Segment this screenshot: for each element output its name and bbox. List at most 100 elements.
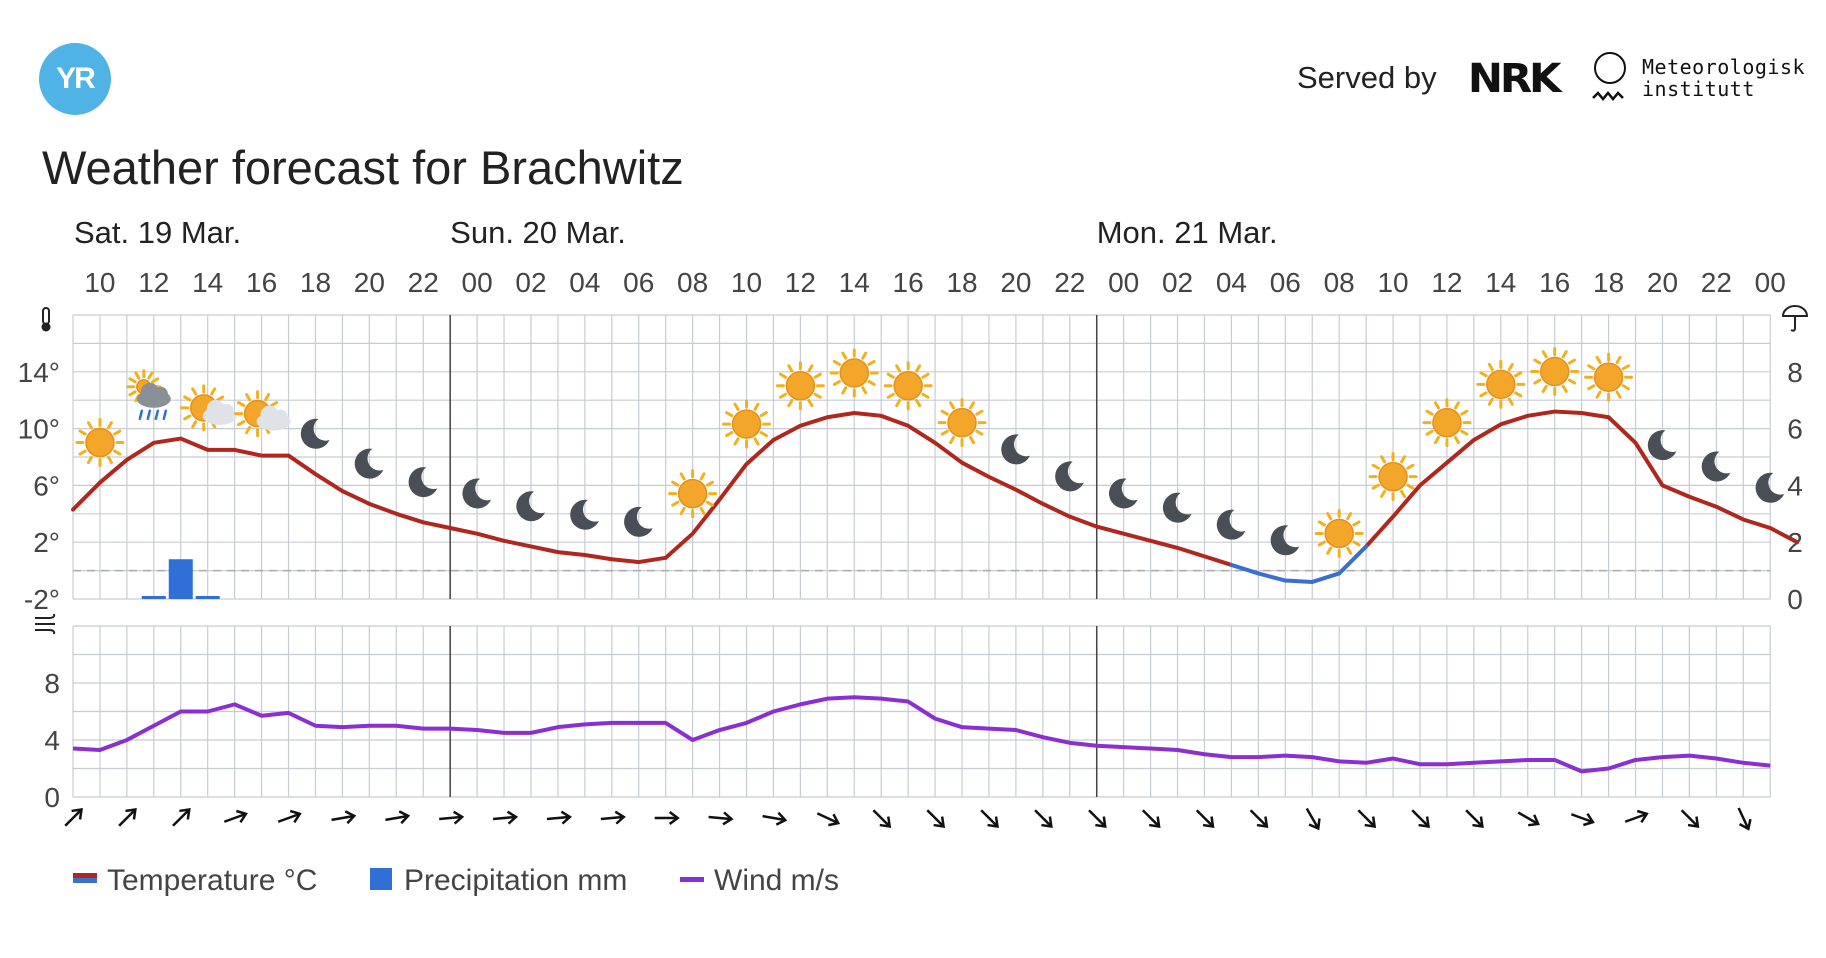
moon-icon: [408, 467, 438, 498]
arrow-shaft: [385, 814, 408, 822]
precip-axis-label: 6: [1787, 414, 1803, 445]
sun-ray: [895, 364, 902, 373]
sun-ray: [78, 429, 87, 436]
hour-tick-label: 20: [354, 267, 385, 298]
thermometer-icon: [41, 307, 51, 332]
arrow-shaft: [1088, 809, 1106, 827]
wind-icon-part: [35, 613, 56, 635]
sun-icon: [937, 398, 987, 448]
sun-ray: [269, 401, 279, 408]
sun-ray: [1317, 540, 1326, 547]
wind-direction-arrow: [1141, 809, 1161, 828]
arrow-shaft: [1624, 813, 1647, 823]
sun-ray: [1371, 463, 1380, 470]
sun-ray: [237, 420, 246, 427]
wind-direction-arrow: [331, 810, 357, 825]
arrow-shaft: [762, 814, 785, 822]
wind-axis-label: 8: [44, 668, 60, 699]
arrow-shaft: [1249, 809, 1268, 827]
arrow-head: [71, 808, 83, 820]
sun-ray: [671, 480, 680, 487]
precip-axis-label: 4: [1787, 470, 1803, 501]
hour-tick-label: 04: [569, 267, 600, 298]
arrow-head: [1308, 818, 1321, 831]
sun-ray: [78, 449, 87, 456]
hour-tick-label: 14: [192, 267, 223, 298]
arrow-head: [1738, 818, 1752, 831]
wind-direction-arrow: [64, 808, 83, 827]
sun-ray: [1507, 362, 1514, 372]
sun-icon: [1584, 352, 1634, 402]
sun-ray: [725, 411, 734, 418]
sun-ray: [1460, 429, 1469, 436]
arrow-head: [398, 810, 411, 825]
moon-crescent: [1109, 478, 1138, 509]
sun-ray: [1425, 409, 1434, 416]
sun-ray: [807, 398, 814, 408]
arrow-head: [1636, 809, 1649, 823]
sun-ray: [1615, 355, 1622, 365]
umbrella-icon-part: [1790, 316, 1796, 332]
precipitation-bar: [195, 596, 220, 599]
arrow-shaft: [1305, 807, 1319, 829]
arrow-shaft: [1195, 809, 1214, 827]
sun-icon: [775, 361, 825, 411]
day-label: Mon. 21 Mar.: [1097, 215, 1278, 250]
arrow-head: [344, 810, 357, 825]
sun-ray: [1406, 463, 1415, 470]
sun-ray: [1567, 378, 1577, 385]
sun-ray: [113, 429, 122, 436]
legend-swatch: [73, 873, 97, 878]
temperature-line-below-zero: [1229, 544, 1369, 584]
sun-icon: [1314, 508, 1364, 558]
arrow-head: [722, 811, 734, 826]
arrow-shaft: [492, 815, 516, 821]
hour-tick-label: 00: [1755, 267, 1786, 298]
rain-drop: [154, 409, 160, 421]
sun-ray: [753, 437, 760, 446]
sun-ray: [1380, 455, 1387, 464]
sun-ray: [1479, 371, 1488, 378]
sun-ray: [191, 420, 198, 429]
temp-axis-label: 14°: [18, 357, 60, 388]
sun-ray: [969, 401, 976, 410]
sun-ray: [1479, 391, 1488, 398]
arrow-shaft: [1465, 809, 1483, 827]
sun-ray: [1400, 489, 1407, 499]
sun-ray: [1621, 364, 1630, 371]
arrow-shaft: [600, 815, 623, 821]
wind-direction-arrow: [1357, 809, 1377, 828]
sun-ray: [787, 398, 794, 408]
sun-disc: [85, 427, 115, 458]
hour-tick-label: 12: [785, 267, 816, 298]
sun-ray: [759, 431, 768, 438]
moon-icon: [1001, 434, 1030, 465]
arrow-shaft: [439, 815, 462, 821]
wind-direction-arrow: [708, 811, 734, 826]
sun-disc: [1324, 518, 1354, 549]
sun-ray: [975, 429, 984, 436]
wind-direction-arrow: [1034, 809, 1053, 828]
wind-direction-arrow: [1411, 809, 1430, 828]
sun-disc: [1432, 407, 1462, 438]
sun-icon: [1476, 359, 1526, 409]
arrow-shaft: [1034, 809, 1052, 827]
sun-ray: [1514, 391, 1523, 398]
moon-icon: [1109, 478, 1138, 509]
sun-icon: [75, 418, 125, 468]
precipitation-bar: [168, 559, 193, 599]
sun-disc: [1593, 362, 1624, 392]
wind-direction-arrow: [1195, 809, 1215, 828]
moon-icon: [1755, 472, 1785, 503]
sun-icon: [829, 348, 879, 398]
sun-ray: [1487, 397, 1494, 406]
sun-icon: [1368, 452, 1418, 502]
sun-ray: [940, 429, 949, 436]
moon-icon: [1701, 451, 1731, 482]
wind-direction-arrow: [600, 810, 626, 825]
thermometer-icon-part: [41, 322, 51, 332]
legend-label: Temperature °C: [107, 864, 317, 897]
sun-ray: [1371, 483, 1380, 490]
hour-tick-label: 16: [893, 267, 924, 298]
hour-tick-label: 20: [1647, 267, 1678, 298]
